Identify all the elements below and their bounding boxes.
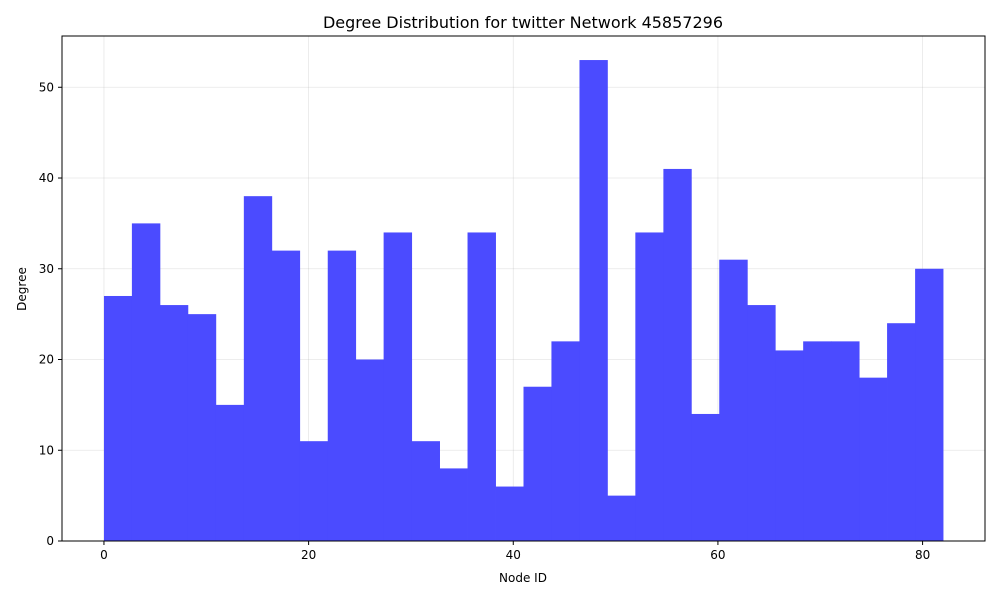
plot-area-frame xyxy=(61,35,986,542)
bars xyxy=(103,60,944,542)
histogram-bar xyxy=(411,441,440,541)
histogram-bar xyxy=(103,295,133,541)
x-axis-ticks: 0 20 40 60 80 xyxy=(100,541,930,562)
y-tick-label: 30 xyxy=(39,262,54,276)
x-tick-label: 0 xyxy=(100,548,108,562)
histogram-bar xyxy=(355,359,385,541)
histogram-bar xyxy=(271,250,301,542)
y-axis-label: Degree xyxy=(15,267,29,311)
histogram-bar xyxy=(383,232,413,541)
y-tick-label: 50 xyxy=(39,80,54,94)
histogram-bar xyxy=(215,404,245,541)
histogram-bar xyxy=(243,196,273,542)
y-tick-label: 40 xyxy=(39,171,54,185)
histogram-bar xyxy=(551,341,580,541)
histogram-bar xyxy=(579,60,608,542)
histogram-bar xyxy=(887,323,916,541)
histogram-bar xyxy=(915,268,944,541)
histogram-bar xyxy=(299,441,329,541)
histogram-bar xyxy=(831,341,860,541)
y-tick-label: 20 xyxy=(39,353,54,367)
histogram-bar xyxy=(607,495,636,541)
histogram-bar xyxy=(467,232,496,541)
histogram-bar xyxy=(523,386,552,541)
y-tick-label: 10 xyxy=(39,443,54,457)
x-axis-label: Node ID xyxy=(499,571,547,585)
histogram-bar xyxy=(495,486,524,541)
histogram-bar xyxy=(187,314,217,541)
y-tick-label: 0 xyxy=(46,534,54,548)
histogram-bar xyxy=(859,377,888,541)
chart-title: Degree Distribution for twitter Network … xyxy=(323,13,723,32)
x-tick-label: 40 xyxy=(506,548,521,562)
histogram-bar xyxy=(635,232,664,541)
x-tick-label: 20 xyxy=(301,548,316,562)
histogram-bar xyxy=(663,168,692,541)
y-axis-ticks: 0 10 20 30 40 50 xyxy=(39,80,62,548)
histogram-bar xyxy=(439,468,468,541)
histogram-bar xyxy=(691,413,720,541)
histogram-bar xyxy=(327,250,357,542)
histogram-bar xyxy=(719,259,748,541)
x-tick-label: 80 xyxy=(915,548,930,562)
histogram-bar xyxy=(775,350,804,541)
x-tick-label: 60 xyxy=(710,548,725,562)
histogram-bar xyxy=(159,305,189,541)
histogram-bar xyxy=(803,341,832,541)
histogram-bar xyxy=(747,305,776,541)
histogram-bar xyxy=(131,223,161,541)
